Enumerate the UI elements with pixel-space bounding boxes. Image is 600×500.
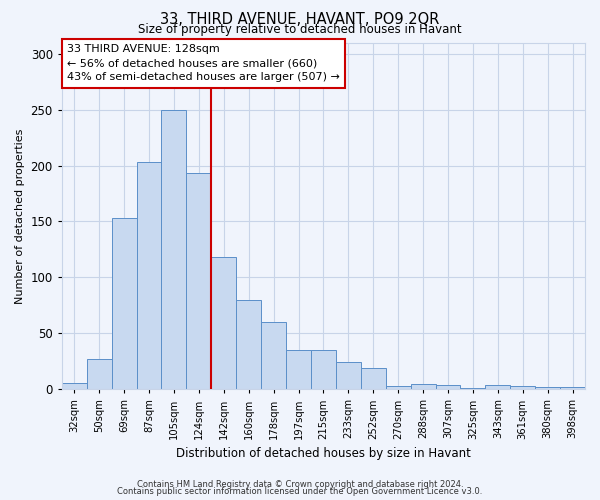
- Bar: [311, 350, 336, 390]
- Bar: [211, 258, 236, 390]
- Bar: [261, 322, 286, 390]
- Bar: [286, 350, 311, 390]
- Text: 33 THIRD AVENUE: 128sqm
← 56% of detached houses are smaller (660)
43% of semi-d: 33 THIRD AVENUE: 128sqm ← 56% of detache…: [67, 44, 340, 82]
- Bar: [62, 382, 87, 390]
- Bar: [436, 385, 460, 390]
- Bar: [187, 174, 211, 390]
- X-axis label: Distribution of detached houses by size in Havant: Distribution of detached houses by size …: [176, 447, 471, 460]
- Text: Size of property relative to detached houses in Havant: Size of property relative to detached ho…: [138, 22, 462, 36]
- Bar: [87, 359, 112, 390]
- Bar: [535, 387, 560, 390]
- Bar: [386, 386, 410, 390]
- Bar: [236, 300, 261, 390]
- Bar: [336, 362, 361, 390]
- Bar: [485, 385, 510, 390]
- Bar: [460, 388, 485, 390]
- Text: 33, THIRD AVENUE, HAVANT, PO9 2QR: 33, THIRD AVENUE, HAVANT, PO9 2QR: [160, 12, 440, 26]
- Bar: [510, 386, 535, 390]
- Bar: [410, 384, 436, 390]
- Text: Contains public sector information licensed under the Open Government Licence v3: Contains public sector information licen…: [118, 488, 482, 496]
- Bar: [560, 387, 585, 390]
- Bar: [361, 368, 386, 390]
- Bar: [112, 218, 137, 390]
- Text: Contains HM Land Registry data © Crown copyright and database right 2024.: Contains HM Land Registry data © Crown c…: [137, 480, 463, 489]
- Bar: [137, 162, 161, 390]
- Bar: [161, 110, 187, 390]
- Y-axis label: Number of detached properties: Number of detached properties: [15, 128, 25, 304]
